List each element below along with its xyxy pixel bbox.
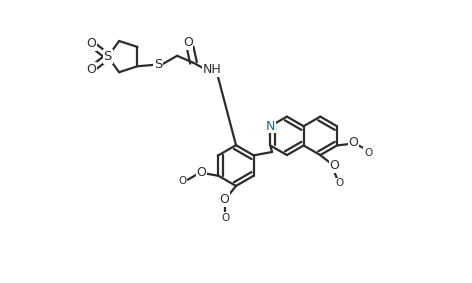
Text: N: N <box>266 120 275 133</box>
Text: O: O <box>183 36 193 49</box>
Text: O: O <box>348 136 358 149</box>
Text: S: S <box>154 58 162 71</box>
Text: O: O <box>196 166 206 179</box>
Text: O: O <box>87 37 97 50</box>
Text: S: S <box>104 50 112 63</box>
Text: O: O <box>87 63 97 76</box>
Text: O: O <box>178 176 187 186</box>
Text: O: O <box>336 178 344 188</box>
Text: O: O <box>220 193 229 206</box>
Text: O: O <box>221 213 229 223</box>
Text: NH: NH <box>203 63 221 76</box>
Text: O: O <box>364 147 372 158</box>
Text: O: O <box>329 159 339 172</box>
